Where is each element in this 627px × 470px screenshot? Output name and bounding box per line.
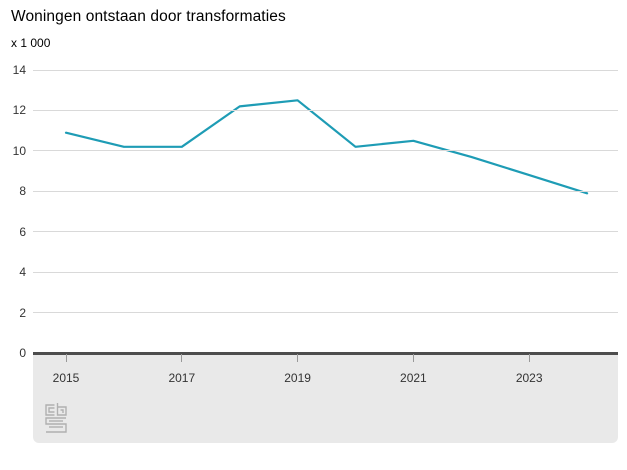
x-axis-tick (412, 354, 414, 362)
data-line-woningen-transformaties (64, 99, 589, 195)
x-axis-tick-label: 2021 (400, 371, 427, 385)
x-axis-line (33, 351, 618, 355)
y-gridline (33, 150, 618, 152)
x-axis-tick (65, 354, 67, 362)
x-axis-tick-label: 2017 (168, 371, 196, 385)
x-axis-tick (297, 354, 299, 362)
y-gridline (33, 109, 618, 111)
x-axis-tick-label: 2015 (52, 371, 80, 385)
y-axis-tick-label: 0 (19, 346, 26, 360)
x-axis-tick (528, 354, 530, 362)
y-axis-tick-label: 6 (19, 224, 26, 239)
y-axis-tick-label: 14 (12, 63, 26, 77)
y-axis-tick-label: 12 (12, 103, 26, 118)
x-axis-tick-label: 2023 (515, 371, 543, 385)
y-axis-unit-label: x 1 000 (11, 36, 51, 50)
y-axis-tick-label: 2 (19, 305, 26, 320)
y-gridline (33, 312, 618, 314)
cbs-logo (45, 403, 67, 433)
y-gridline (33, 231, 618, 233)
y-gridline (33, 190, 618, 192)
x-axis-tick-label: 2019 (284, 371, 311, 385)
x-axis-tick (181, 354, 183, 362)
y-axis-tick-label: 10 (12, 143, 26, 158)
chart-title: Woningen ontstaan door transformaties (11, 8, 286, 25)
y-axis-tick-label: 8 (19, 184, 26, 199)
y-gridline (33, 69, 618, 71)
y-gridline (33, 271, 618, 273)
x-axis-band (33, 354, 618, 443)
y-axis-tick-label: 4 (19, 265, 26, 280)
